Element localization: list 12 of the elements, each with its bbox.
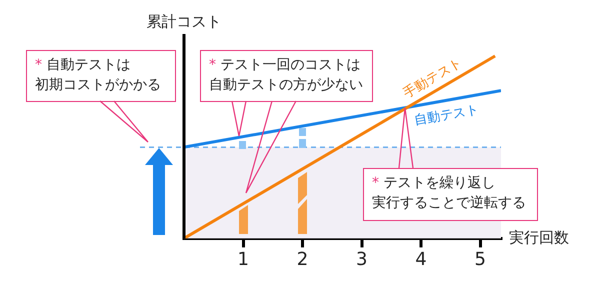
x-axis-title: 実行回数 <box>509 228 569 246</box>
x-tick-label: 3 <box>356 248 368 270</box>
text: 自動テスト <box>413 102 480 129</box>
annotation: * テスト一回のコストは自動テストの方が少ない <box>200 50 373 102</box>
x-tick-label: 5 <box>474 248 486 270</box>
text: 手動テスト <box>401 55 465 102</box>
annotation: * テストを繰り返し実行することで逆転する <box>363 168 538 221</box>
x-tick-label: 4 <box>415 248 427 270</box>
y-axis-title: 累計コスト <box>146 12 222 30</box>
x-tick-label: 1 <box>238 248 249 270</box>
text: * 自動テストは初期コストがかかる <box>26 50 176 102</box>
x-tick-label: 2 <box>296 248 308 270</box>
